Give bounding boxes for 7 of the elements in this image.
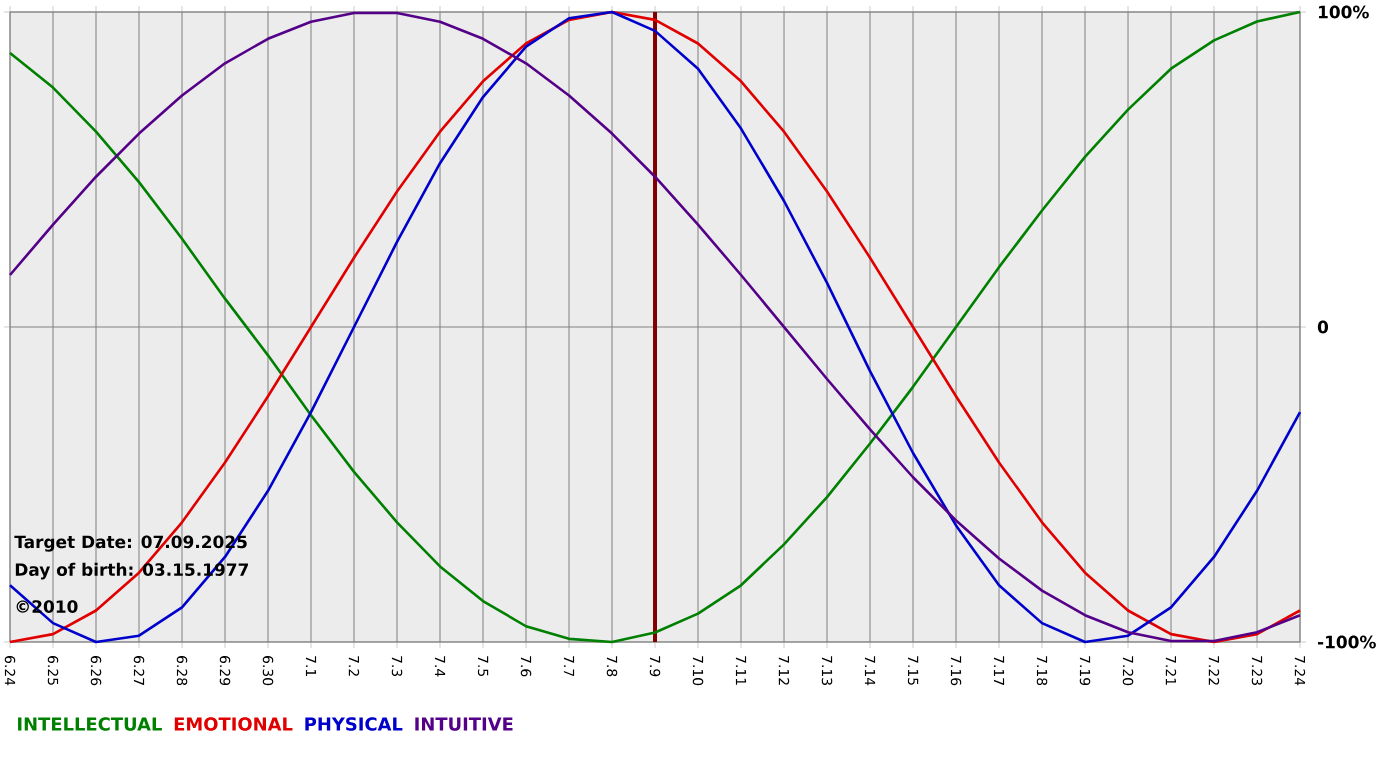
y-tick-label: 0 <box>1317 320 1329 334</box>
y-tick-label: -100% <box>1317 635 1376 649</box>
text: PHYSICAL <box>305 717 403 731</box>
text: INTUITIVE <box>415 717 513 731</box>
text: INTELLECTUAL <box>18 717 162 731</box>
y-tick-label: 100% <box>1318 5 1369 19</box>
text: EMOTIONAL <box>174 717 293 731</box>
